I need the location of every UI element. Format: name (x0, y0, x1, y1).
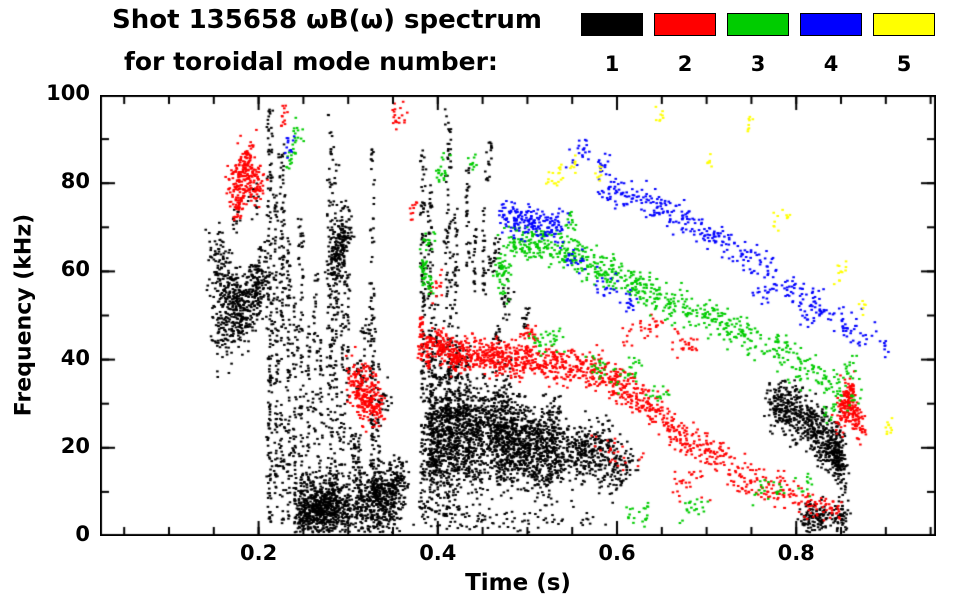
y-tick-label: 100 (46, 81, 90, 105)
x-tick-label: 0.6 (598, 541, 636, 565)
x-axis-label: Time (s) (465, 570, 571, 596)
legend-swatch-3 (727, 13, 789, 36)
spectrogram-canvas (100, 95, 936, 536)
x-tick-label: 0.4 (419, 541, 457, 565)
y-axis-label: Frequency (kHz) (11, 213, 37, 417)
legend-swatch-2 (654, 13, 716, 36)
legend-number-3: 3 (750, 52, 766, 76)
y-tick-label: 80 (60, 169, 90, 194)
legend-numbers: 1 2 3 4 5 (581, 52, 935, 76)
chart-title: Shot 135658 ωB(ω) spectrum (112, 5, 542, 35)
legend-swatch-4 (800, 13, 862, 36)
legend-number-4: 4 (823, 52, 839, 76)
legend-swatches (581, 13, 935, 36)
legend-number-5: 5 (896, 52, 912, 76)
y-tick-label: 20 (60, 433, 90, 458)
legend-number-2: 2 (677, 52, 693, 76)
x-tick-label: 0.2 (239, 541, 278, 565)
plot-area (100, 95, 936, 540)
y-tick-label: 40 (60, 345, 90, 370)
chart-subtitle: for toroidal mode number: (124, 47, 498, 76)
x-tick-label: 0.8 (777, 541, 815, 565)
legend-number-1: 1 (604, 52, 620, 76)
legend-swatch-5 (873, 13, 935, 36)
y-tick-label: 60 (60, 257, 90, 282)
y-tick-label: 0 (75, 522, 90, 546)
legend-swatch-1 (581, 13, 643, 36)
